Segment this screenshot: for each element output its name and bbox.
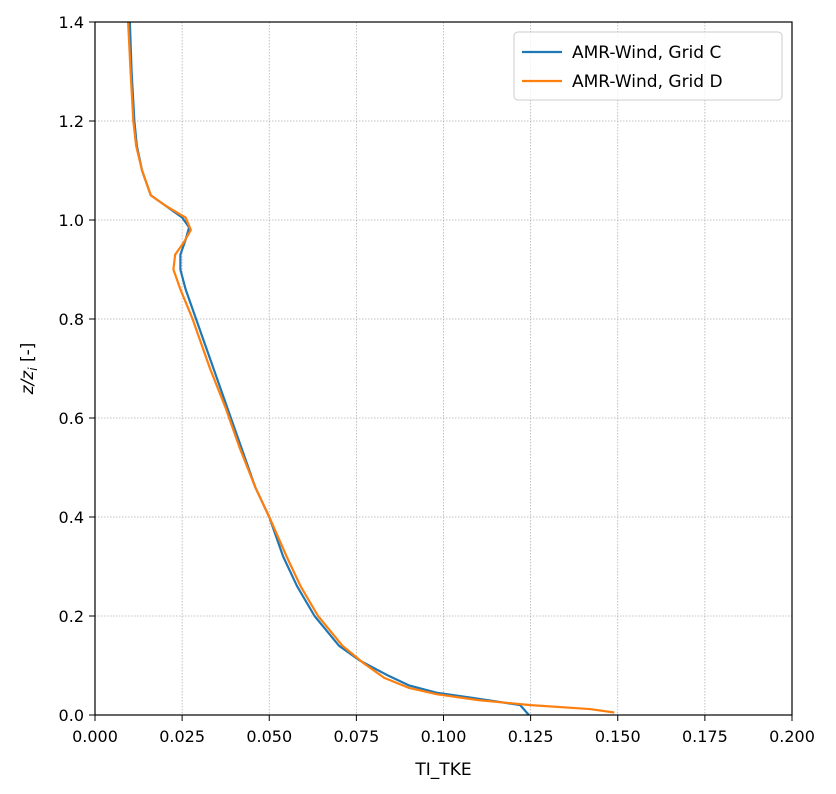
x-tick-label: 0.150 bbox=[595, 727, 641, 746]
x-tick-label: 0.100 bbox=[421, 727, 467, 746]
y-tick-label: 0.4 bbox=[59, 508, 84, 527]
x-tick-label: 0.025 bbox=[159, 727, 205, 746]
x-tick-label: 0.075 bbox=[333, 727, 379, 746]
x-tick-label: 0.000 bbox=[72, 727, 118, 746]
x-tick-label: 0.050 bbox=[246, 727, 292, 746]
x-tick-label: 0.125 bbox=[508, 727, 554, 746]
y-tick-label: 1.4 bbox=[59, 13, 84, 32]
y-tick-label: 0.8 bbox=[59, 310, 84, 329]
series-line-2 bbox=[127, 21, 615, 714]
x-tick-label: 0.175 bbox=[682, 727, 728, 746]
y-tick-label: 1.0 bbox=[59, 211, 84, 230]
legend-box bbox=[513, 31, 783, 101]
legend-label-1: AMR-Wind, Grid C bbox=[572, 43, 721, 63]
y-tick-label: 0.6 bbox=[59, 409, 84, 428]
x-axis-label: TI_TKE bbox=[414, 760, 471, 780]
series-line-1 bbox=[128, 21, 530, 716]
legend: AMR-Wind, Grid C AMR-Wind, Grid D bbox=[513, 31, 783, 101]
y-axis-label-suffix: [-] bbox=[18, 343, 38, 368]
legend-label-2: AMR-Wind, Grid D bbox=[572, 72, 723, 92]
y-axis-ticks: 0.0 0.2 0.4 0.6 0.8 1.0 1.2 1.4 bbox=[59, 13, 95, 725]
y-tick-label: 1.2 bbox=[59, 112, 84, 131]
grid bbox=[94, 21, 793, 716]
y-axis-label-base: z/z bbox=[18, 370, 38, 396]
plot-area bbox=[127, 21, 615, 716]
x-tick-label: 0.200 bbox=[769, 727, 815, 746]
y-tick-label: 0.0 bbox=[59, 706, 84, 725]
y-axis-label: z/zi [-] bbox=[18, 343, 40, 396]
y-axis-label-subscript: i bbox=[26, 367, 40, 371]
y-tick-label: 0.2 bbox=[59, 607, 84, 626]
x-axis-ticks: 0.000 0.025 0.050 0.075 0.100 0.125 0.150 0.175… bbox=[72, 715, 815, 746]
